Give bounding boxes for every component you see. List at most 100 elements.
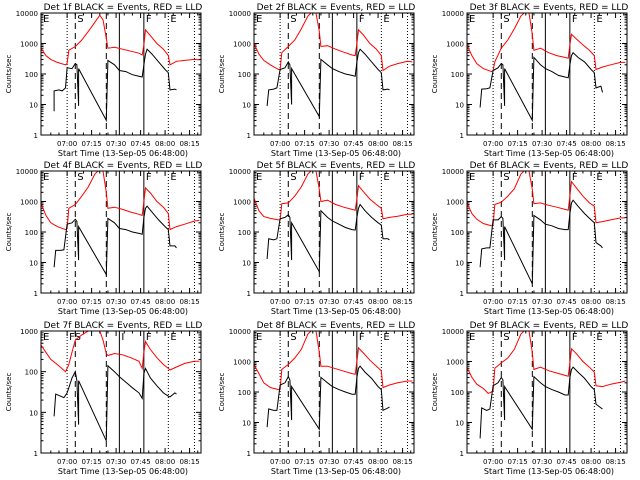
panel-title: Det 2f BLACK = Events, RED = LLD [257, 3, 416, 13]
marker-letter: E [170, 14, 176, 25]
marker-letter: E [256, 14, 262, 25]
panel-3: Det 3f BLACK = Events, RED = LLD Counts/s… [431, 3, 628, 158]
marker-letter: F [572, 172, 578, 183]
y-tick-label: 1000 [233, 41, 251, 49]
panel-8: Det 8f BLACK = Events, RED = LLD Counts/s… [218, 321, 415, 476]
panel-2: Det 2f BLACK = Events, RED = LLD Counts/s… [218, 3, 415, 158]
marker-letter: E [596, 332, 602, 343]
y-tick-label: 1000 [446, 41, 464, 49]
series-events [479, 366, 603, 439]
panel-title: Det 3f BLACK = Events, RED = LLD [470, 3, 629, 13]
x-tick-label: 07:45 [130, 458, 150, 466]
x-tick-label: 08:00 [368, 140, 388, 148]
x-tick-label: 08:15 [605, 458, 625, 466]
series-lld [41, 171, 200, 231]
x-tick-label: 08:00 [155, 298, 175, 306]
x-tick-label: 07:15 [508, 140, 528, 148]
y-axis-label: Counts/sec [5, 373, 13, 412]
y-tick-label: 1000 [233, 199, 251, 207]
marker-letter: F [146, 332, 152, 343]
marker-letter: I [121, 332, 124, 343]
marker-letter: FS [69, 332, 81, 343]
x-tick-label: 07:15 [82, 140, 102, 148]
y-tick-label: 1000 [446, 359, 464, 367]
y-tick-label: 10 [242, 260, 251, 268]
marker-letter: S [77, 14, 83, 25]
marker-letter: E [256, 332, 262, 343]
y-tick-label: 10000 [442, 328, 464, 336]
marker-letter: S [290, 172, 296, 183]
x-tick-label: 07:00 [57, 298, 77, 306]
y-tick-label: 1000 [20, 328, 38, 336]
series-events [266, 48, 390, 119]
x-axis-label: Start Time (13-Sep-05 06:48:00) [271, 467, 401, 476]
x-axis-label: Start Time (13-Sep-05 06:48:00) [58, 467, 188, 476]
x-axis-label: Start Time (13-Sep-05 06:48:00) [271, 149, 401, 158]
y-tick-label: 1 [460, 290, 464, 298]
x-tick-label: 07:30 [532, 458, 552, 466]
plot-frame [466, 170, 628, 294]
y-tick-label: 10 [455, 420, 464, 428]
panel-title: Det 6f BLACK = Events, RED = LLD [470, 161, 629, 171]
series-events [53, 364, 177, 442]
x-axis-label: Start Time (13-Sep-05 06:48:00) [484, 307, 614, 316]
y-tick-label: 1 [34, 290, 38, 298]
marker-letter: E [43, 14, 49, 25]
x-tick-label: 07:45 [556, 298, 576, 306]
marker-letter: E [383, 14, 389, 25]
panel-title: Det 1f BLACK = Events, RED = LLD [44, 3, 203, 13]
marker-letter: F [146, 172, 152, 183]
panel-grid: Det 1f BLACK = Events, RED = LLD Counts/s… [5, 3, 628, 476]
marker-letter: E [469, 14, 475, 25]
plot-frame [40, 170, 202, 294]
y-tick-label: 10 [242, 102, 251, 110]
panel-6: Det 6f BLACK = Events, RED = LLD Counts/s… [431, 161, 628, 316]
marker-letter: E [170, 172, 176, 183]
y-tick-label: 100 [238, 229, 251, 237]
series-events [266, 365, 390, 431]
series-lld [41, 331, 200, 373]
x-tick-label: 07:00 [57, 458, 77, 466]
series-events [266, 203, 390, 274]
y-tick-label: 1000 [446, 199, 464, 207]
y-tick-label: 10 [455, 102, 464, 110]
panel-4: Det 4f BLACK = Events, RED = LLD Counts/s… [5, 161, 202, 316]
x-tick-label: 08:00 [368, 458, 388, 466]
plot-frame [253, 12, 415, 136]
marker-letter: E [596, 14, 602, 25]
y-tick-label: 10 [29, 102, 38, 110]
marker-letter: E [383, 172, 389, 183]
panel-title: Det 9f BLACK = Events, RED = LLD [470, 321, 629, 331]
plot-frame [466, 12, 628, 136]
marker-letter: S [290, 332, 296, 343]
y-tick-label: 1 [247, 290, 251, 298]
x-tick-label: 07:15 [508, 458, 528, 466]
panel-1: Det 1f BLACK = Events, RED = LLD Counts/s… [5, 3, 202, 158]
x-tick-label: 08:15 [179, 458, 199, 466]
x-tick-label: 08:15 [605, 140, 625, 148]
y-tick-label: 1 [247, 132, 251, 140]
y-axis-label: Counts/sec [431, 373, 439, 412]
x-tick-label: 07:00 [483, 298, 503, 306]
y-tick-label: 10 [29, 260, 38, 268]
plot-frame [253, 170, 415, 294]
x-tick-label: 07:45 [130, 298, 150, 306]
x-tick-label: 07:15 [508, 298, 528, 306]
marker-letter: F [359, 14, 365, 25]
y-axis-label: Counts/sec [218, 55, 226, 94]
y-axis-label: Counts/sec [218, 373, 226, 412]
x-tick-label: 07:45 [130, 140, 150, 148]
x-tick-label: 07:45 [343, 140, 363, 148]
y-tick-label: 1 [460, 132, 464, 140]
x-tick-label: 07:15 [295, 298, 315, 306]
x-tick-label: 08:00 [155, 458, 175, 466]
marker-letter: S [290, 14, 296, 25]
series-events [53, 205, 177, 277]
marker-letter: S [503, 172, 509, 183]
y-tick-label: 100 [25, 229, 38, 237]
plot-frame [466, 330, 628, 454]
x-tick-label: 07:00 [57, 140, 77, 148]
marker-letter: E [43, 172, 49, 183]
x-tick-label: 07:15 [82, 458, 102, 466]
y-tick-label: 10000 [16, 10, 38, 18]
